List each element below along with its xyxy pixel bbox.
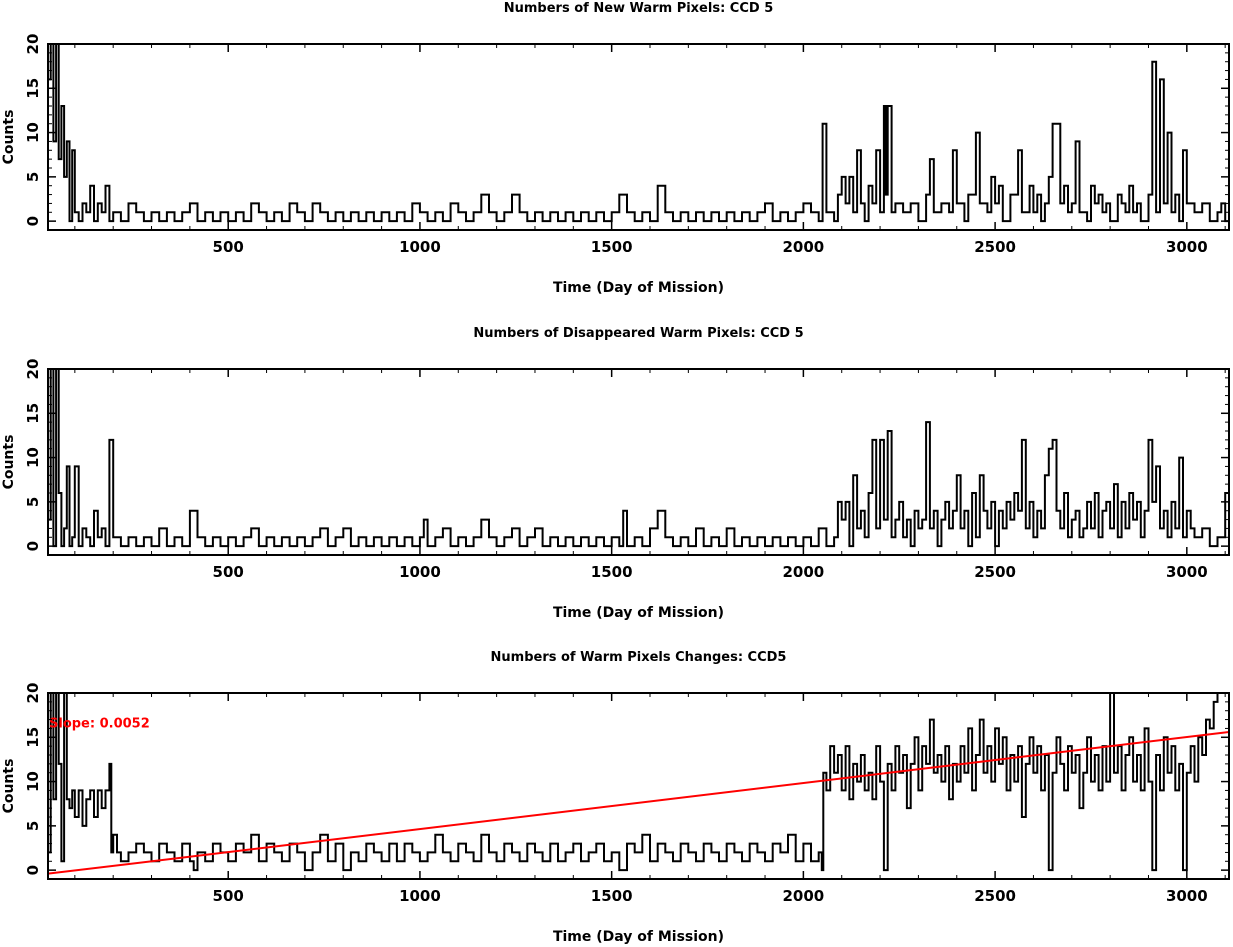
- x-tick-label: 1500: [591, 563, 633, 581]
- x-tick-label: 1000: [399, 238, 441, 256]
- y-tick-label: 5: [24, 821, 42, 831]
- x-tick-label: 500: [213, 238, 244, 256]
- trend-fit-line: [48, 730, 1229, 875]
- y-tick-label: 0: [24, 865, 42, 875]
- chart-title: Numbers of Disappeared Warm Pixels: CCD …: [473, 326, 803, 341]
- y-axis-label: Counts: [1, 435, 17, 490]
- data-series-line: [48, 693, 1229, 872]
- x-axis-label: Time (Day of Mission): [553, 929, 724, 945]
- x-tick-label: 3000: [1166, 563, 1208, 581]
- x-axis-label: Time (Day of Mission): [553, 605, 724, 621]
- x-tick-label: 2500: [974, 563, 1016, 581]
- y-tick-label: 0: [24, 216, 42, 226]
- y-tick-label: 20: [24, 359, 42, 380]
- y-tick-label: 5: [24, 497, 42, 507]
- chart-panel-3: Numbers of Warm Pixels Changes: CCD5 Slop…: [1, 650, 1230, 945]
- y-tick-label: 20: [24, 683, 42, 704]
- y-tick-label: 10: [24, 771, 42, 792]
- data-series-line: [48, 44, 1229, 223]
- y-axis-label: Counts: [1, 759, 17, 814]
- chart-panel-1: Numbers of New Warm Pixels: CCD 5 500 1000…: [1, 1, 1230, 296]
- x-tick-label: 2500: [974, 238, 1016, 256]
- x-axis-label: Time (Day of Mission): [553, 280, 724, 296]
- x-tick-label: 2000: [783, 238, 825, 256]
- y-tick-label: 10: [24, 122, 42, 143]
- x-tick-label: 500: [213, 887, 244, 905]
- y-tick-label: 15: [24, 78, 42, 99]
- data-series-line: [48, 369, 1229, 548]
- y-axis-label: Counts: [1, 110, 17, 165]
- chart-title: Numbers of New Warm Pixels: CCD 5: [504, 1, 774, 16]
- chart-panel-2: Numbers of Disappeared Warm Pixels: CCD …: [1, 326, 1230, 621]
- x-tick-label: 2500: [974, 887, 1016, 905]
- y-tick-label: 10: [24, 447, 42, 468]
- x-tick-label: 1500: [591, 238, 633, 256]
- x-tick-label: 500: [213, 563, 244, 581]
- plot-frame: [47, 692, 1230, 880]
- y-tick-label: 15: [24, 727, 42, 748]
- x-tick-label: 1000: [399, 563, 441, 581]
- plot-frame: [47, 368, 1230, 556]
- x-tick-label: 3000: [1166, 887, 1208, 905]
- x-tick-label: 3000: [1166, 238, 1208, 256]
- chart-title: Numbers of Warm Pixels Changes: CCD5: [491, 650, 787, 665]
- x-tick-label: 1500: [591, 887, 633, 905]
- y-tick-label: 5: [24, 172, 42, 182]
- y-tick-label: 15: [24, 403, 42, 424]
- slope-annotation: Slope: 0.0052: [49, 717, 150, 732]
- x-tick-label: 1000: [399, 887, 441, 905]
- y-tick-label: 0: [24, 541, 42, 551]
- x-tick-label: 2000: [783, 887, 825, 905]
- plot-frame: [47, 43, 1230, 231]
- x-tick-label: 2000: [783, 563, 825, 581]
- y-tick-label: 20: [24, 34, 42, 55]
